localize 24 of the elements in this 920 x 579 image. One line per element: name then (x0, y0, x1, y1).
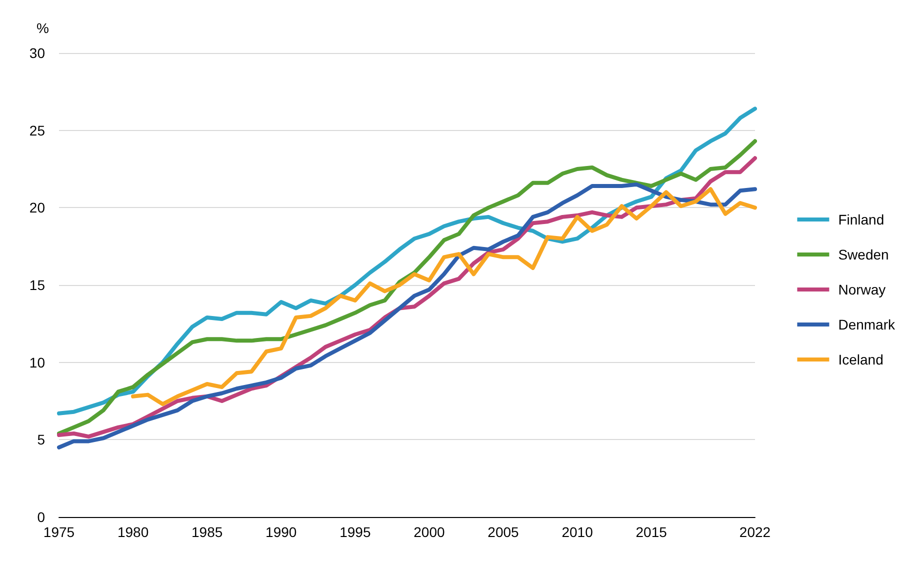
legend-label: Denmark (838, 316, 896, 332)
x-tick-label: 2022 (739, 524, 771, 540)
x-tick-label: 2005 (488, 524, 520, 540)
x-tick-label: 1990 (266, 524, 297, 540)
line-series (131, 187, 757, 406)
x-tick-label: 1995 (340, 524, 371, 540)
legend-label: Finland (838, 212, 884, 228)
legend-label: Norway (838, 282, 886, 298)
y-tick-label: 20 (29, 200, 46, 216)
y-tick-label: 10 (29, 354, 46, 370)
legend-label: Sweden (838, 246, 889, 262)
x-tick-label: 2000 (414, 524, 445, 540)
y-tick-label: 30 (29, 45, 46, 61)
x-tick-label: 1980 (117, 524, 149, 540)
y-tick-label: 15 (29, 277, 46, 293)
legend-label: Iceland (838, 352, 884, 368)
x-tick-label: 2010 (562, 524, 594, 540)
y-tick-label: 5 (37, 432, 46, 448)
y-tick-label: 0 (37, 509, 46, 525)
x-tick-label: 2015 (636, 524, 668, 540)
y-axis-title: % (36, 20, 49, 36)
y-tick-label: 25 (29, 122, 46, 138)
x-tick-label: 1975 (43, 524, 75, 540)
x-tick-label: 1985 (192, 524, 223, 540)
